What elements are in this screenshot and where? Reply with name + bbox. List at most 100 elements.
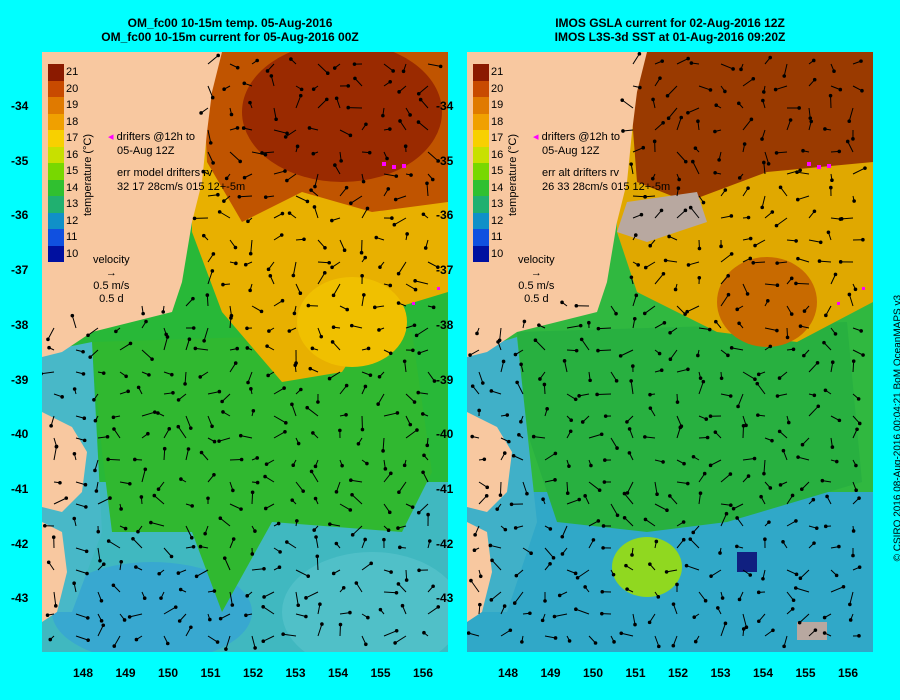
velocity-arrowhead xyxy=(665,93,670,98)
velocity-arrowhead xyxy=(851,553,855,558)
velocity-arrowhead xyxy=(685,309,690,314)
velocity-arrow xyxy=(690,207,700,219)
velocity-arrow xyxy=(141,469,146,483)
latitude-tick-label: -41 xyxy=(436,481,454,496)
velocity-arrowhead xyxy=(540,618,545,623)
velocity-arrowhead xyxy=(760,205,765,210)
velocity-arrow xyxy=(808,405,819,417)
velocity-arrow xyxy=(764,151,770,164)
velocity-arrow xyxy=(490,544,502,549)
velocity-arrowhead xyxy=(101,371,106,375)
velocity-arrowhead xyxy=(183,382,187,386)
velocity-arrow xyxy=(47,327,55,340)
velocity-arrowhead xyxy=(686,110,690,115)
velocity-arrowhead xyxy=(191,544,196,549)
colorbar-tick-label: 17 xyxy=(66,132,79,144)
velocity-arrowhead xyxy=(193,346,198,351)
velocity-arrowhead xyxy=(757,619,761,624)
velocity-arrow xyxy=(544,547,554,559)
velocity-arrowhead xyxy=(633,622,637,627)
velocity-arrowhead xyxy=(794,281,798,286)
velocity-arrowhead xyxy=(668,330,672,335)
velocity-arrowhead xyxy=(525,491,529,496)
colorbar-swatch xyxy=(473,163,489,180)
velocity-arrowhead xyxy=(201,233,206,238)
velocity-arrowhead xyxy=(731,67,735,71)
colorbar-tick-label: 13 xyxy=(491,198,504,210)
longitude-tick-label: 153 xyxy=(710,666,731,680)
warm-eddy-south xyxy=(612,537,682,597)
velocity-arrow xyxy=(775,85,788,91)
velocity-arrowhead xyxy=(416,510,421,515)
velocity-arrow xyxy=(797,456,810,461)
velocity-scale-2: 0.5 d xyxy=(99,293,124,305)
velocity-arrow xyxy=(207,635,218,643)
velocity-arrowhead xyxy=(283,135,288,139)
velocity-arrowhead xyxy=(625,491,630,495)
velocity-arrowhead xyxy=(84,549,89,554)
velocity-arrowhead xyxy=(752,456,757,461)
velocity-arrow xyxy=(742,458,755,461)
velocity-arrowhead xyxy=(96,529,101,534)
velocity-arrowhead xyxy=(397,490,401,495)
velocity-arrowhead xyxy=(249,387,253,391)
velocity-arrowhead xyxy=(830,360,835,365)
velocity-arrowhead xyxy=(697,275,702,280)
cold-spot xyxy=(737,552,757,572)
velocity-arrowhead xyxy=(560,534,565,539)
velocity-arrowhead xyxy=(522,319,527,324)
velocity-arrowhead xyxy=(364,122,368,127)
velocity-arrow xyxy=(350,479,363,483)
velocity-arrowhead xyxy=(101,623,106,628)
velocity-arrowhead xyxy=(394,590,399,595)
velocity-arrowhead xyxy=(863,166,867,170)
velocity-arrows xyxy=(467,52,867,649)
velocity-arrowhead xyxy=(314,535,318,539)
velocity-arrowhead xyxy=(229,316,233,320)
velocity-arrowhead xyxy=(777,376,782,380)
velocity-arrowhead xyxy=(431,584,435,589)
velocity-arrowhead xyxy=(54,445,59,449)
velocity-arrowhead xyxy=(94,489,99,493)
velocity-arrowhead xyxy=(173,605,178,609)
velocity-arrowhead xyxy=(781,448,786,453)
colorbar-swatch xyxy=(473,229,489,246)
velocity-arrow xyxy=(761,195,766,208)
velocity-arrow xyxy=(720,513,727,527)
velocity-arrowhead xyxy=(377,375,382,379)
velocity-arrowhead xyxy=(489,389,494,393)
velocity-arrowhead xyxy=(693,639,698,644)
longitude-tick-label: 149 xyxy=(115,666,136,680)
velocity-arrowhead xyxy=(417,351,421,355)
velocity-arrowhead xyxy=(857,565,862,570)
velocity-arrowhead xyxy=(159,596,163,600)
colorbar-swatch xyxy=(473,64,489,81)
velocity-arrowhead xyxy=(482,457,487,462)
velocity-arrow xyxy=(427,261,439,268)
velocity-arrow xyxy=(398,583,407,593)
velocity-arrowhead xyxy=(278,550,282,554)
velocity-arrowhead xyxy=(587,320,591,325)
velocity-arrowhead xyxy=(353,76,357,81)
velocity-arrowhead xyxy=(431,305,436,310)
velocity-arrowhead xyxy=(312,528,317,532)
velocity-arrowhead xyxy=(746,186,750,190)
velocity-arrowhead xyxy=(636,263,640,267)
velocity-arrow xyxy=(554,613,568,618)
velocity-arrowhead xyxy=(741,423,746,428)
velocity-arrow xyxy=(261,151,275,154)
velocity-arrowhead xyxy=(212,473,216,477)
velocity-arrowhead xyxy=(583,585,587,589)
velocity-arrowhead xyxy=(255,456,260,460)
velocity-arrowhead xyxy=(560,300,564,305)
velocity-arrowhead xyxy=(186,447,191,451)
velocity-arrowhead xyxy=(728,394,733,398)
velocity-arrowhead xyxy=(770,438,774,443)
velocity-arrowhead xyxy=(596,348,600,353)
velocity-arrowhead xyxy=(349,323,354,328)
velocity-arrow xyxy=(427,606,439,615)
velocity-arrowhead xyxy=(857,421,862,426)
velocity-arrowhead xyxy=(468,353,472,357)
velocity-arrowhead xyxy=(178,587,183,592)
velocity-arrowhead xyxy=(149,520,153,525)
